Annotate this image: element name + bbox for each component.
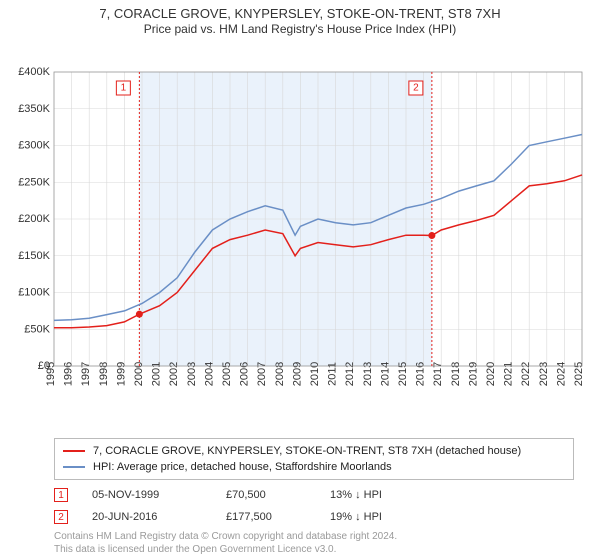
svg-text:1997: 1997 xyxy=(80,362,92,386)
svg-text:£200K: £200K xyxy=(18,213,50,225)
page-subtitle: Price paid vs. HM Land Registry's House … xyxy=(10,22,590,36)
tx-price: £70,500 xyxy=(226,489,306,501)
svg-text:2008: 2008 xyxy=(274,362,286,386)
svg-text:2002: 2002 xyxy=(168,362,180,386)
svg-text:£100K: £100K xyxy=(18,287,50,299)
svg-text:£150K: £150K xyxy=(18,250,50,262)
svg-text:2022: 2022 xyxy=(520,362,532,386)
svg-text:2016: 2016 xyxy=(415,362,427,386)
tx-date: 20-JUN-2016 xyxy=(92,511,202,523)
chart-area: £0£50K£100K£150K£200K£250K£300K£350K£400… xyxy=(10,40,590,432)
svg-text:£250K: £250K xyxy=(18,176,50,188)
svg-text:2005: 2005 xyxy=(221,362,233,386)
svg-text:2004: 2004 xyxy=(203,362,215,386)
tx-pct: 13% ↓ HPI xyxy=(330,489,440,501)
svg-text:2: 2 xyxy=(413,83,419,94)
svg-text:£400K: £400K xyxy=(18,66,50,78)
svg-text:2023: 2023 xyxy=(538,362,550,386)
svg-text:2013: 2013 xyxy=(362,362,374,386)
line-chart: £0£50K£100K£150K£200K£250K£300K£350K£400… xyxy=(10,40,590,432)
footnote-line: Contains HM Land Registry data © Crown c… xyxy=(54,530,590,543)
svg-text:£50K: £50K xyxy=(24,323,50,335)
svg-text:2006: 2006 xyxy=(239,362,251,386)
svg-text:2021: 2021 xyxy=(503,362,515,386)
svg-text:2007: 2007 xyxy=(256,362,268,386)
svg-text:2009: 2009 xyxy=(291,362,303,386)
table-row: 2 20-JUN-2016 £177,500 19% ↓ HPI xyxy=(54,506,574,528)
tx-date: 05-NOV-1999 xyxy=(92,489,202,501)
page-title: 7, CORACLE GROVE, KNYPERSLEY, STOKE-ON-T… xyxy=(10,6,590,21)
svg-text:2025: 2025 xyxy=(573,362,585,386)
svg-text:1996: 1996 xyxy=(63,362,75,386)
tx-price: £177,500 xyxy=(226,511,306,523)
legend-label: 7, CORACLE GROVE, KNYPERSLEY, STOKE-ON-T… xyxy=(93,445,521,457)
svg-text:1995: 1995 xyxy=(45,362,57,386)
legend-row: 7, CORACLE GROVE, KNYPERSLEY, STOKE-ON-T… xyxy=(63,443,565,459)
footnote-line: This data is licensed under the Open Gov… xyxy=(54,543,590,556)
legend-swatch xyxy=(63,466,85,468)
footnote: Contains HM Land Registry data © Crown c… xyxy=(54,530,590,556)
svg-text:2003: 2003 xyxy=(186,362,198,386)
legend-label: HPI: Average price, detached house, Staf… xyxy=(93,461,392,473)
tx-marker-icon: 2 xyxy=(54,510,68,524)
svg-text:£350K: £350K xyxy=(18,103,50,115)
svg-text:2014: 2014 xyxy=(379,362,391,386)
svg-text:2018: 2018 xyxy=(450,362,462,386)
svg-text:2015: 2015 xyxy=(397,362,409,386)
svg-text:1: 1 xyxy=(121,83,127,94)
legend: 7, CORACLE GROVE, KNYPERSLEY, STOKE-ON-T… xyxy=(54,438,574,480)
svg-text:2024: 2024 xyxy=(555,362,567,386)
svg-text:2020: 2020 xyxy=(485,362,497,386)
title-block: 7, CORACLE GROVE, KNYPERSLEY, STOKE-ON-T… xyxy=(10,6,590,36)
transaction-table: 1 05-NOV-1999 £70,500 13% ↓ HPI 2 20-JUN… xyxy=(54,484,574,528)
svg-text:2010: 2010 xyxy=(309,362,321,386)
table-row: 1 05-NOV-1999 £70,500 13% ↓ HPI xyxy=(54,484,574,506)
tx-pct: 19% ↓ HPI xyxy=(330,511,440,523)
svg-text:1999: 1999 xyxy=(115,362,127,386)
page-root: 7, CORACLE GROVE, KNYPERSLEY, STOKE-ON-T… xyxy=(0,0,600,560)
svg-text:£300K: £300K xyxy=(18,140,50,152)
tx-marker-icon: 1 xyxy=(54,488,68,502)
svg-text:2019: 2019 xyxy=(467,362,479,386)
legend-swatch xyxy=(63,450,85,452)
svg-text:1998: 1998 xyxy=(98,362,110,386)
svg-text:2012: 2012 xyxy=(344,362,356,386)
svg-text:2017: 2017 xyxy=(432,362,444,386)
legend-row: HPI: Average price, detached house, Staf… xyxy=(63,459,565,475)
svg-text:2001: 2001 xyxy=(151,362,163,386)
